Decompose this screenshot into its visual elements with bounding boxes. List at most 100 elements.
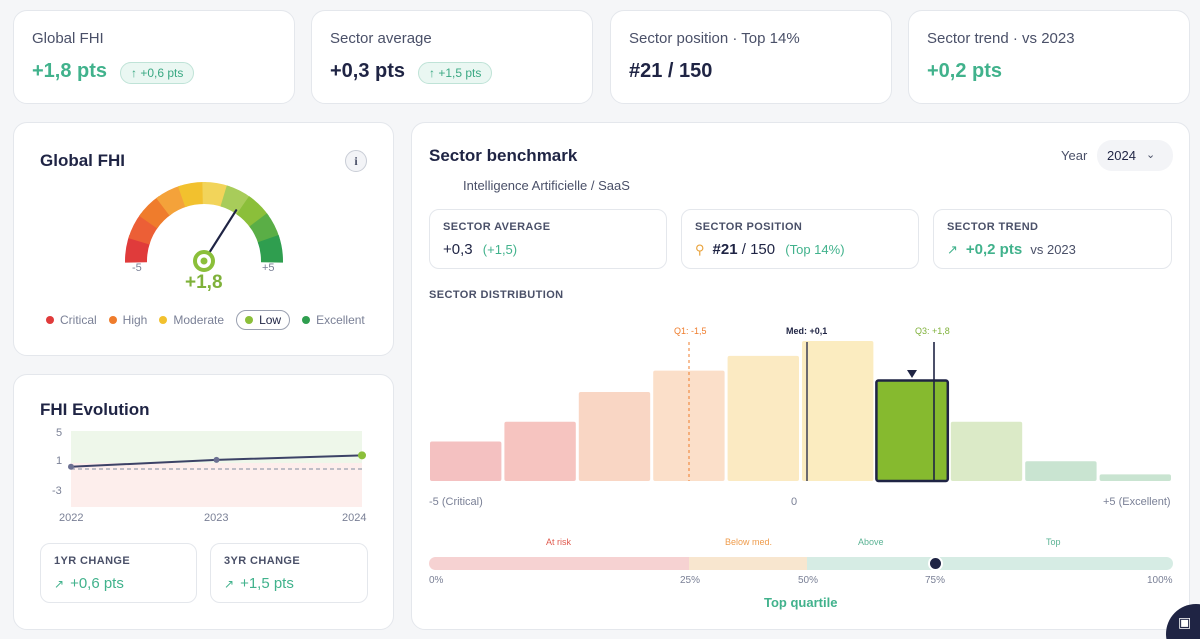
kpi-label: Sector position · Top 14% [629, 30, 800, 47]
sector-position-rank: #21 [712, 241, 738, 258]
kpi-card-sector-trend: Sector trend · vs 2023 +0,2 pts [908, 10, 1190, 104]
pct-label-100: 100% [1147, 575, 1173, 586]
track-above [807, 557, 1173, 570]
gauge-max-label: +5 [262, 262, 275, 274]
position-marker-icon [907, 370, 917, 378]
change-1yr-value: ↗ +0,6 pts [54, 575, 124, 592]
distribution-chart: Q1: -1,5 Med: +0,1 Q3: +1,8 [430, 326, 1171, 483]
year-label: Year [1061, 148, 1088, 163]
legend-label: Excellent [316, 313, 365, 327]
y-tick-1: 1 [56, 455, 63, 467]
legend-dot [245, 316, 254, 324]
gauge-segment [156, 185, 188, 216]
gauge-legend: Critical High Moderate Low Excellent [46, 310, 377, 330]
distribution-bars [430, 341, 1171, 483]
x-tick-2023: 2023 [204, 512, 229, 524]
trend-up-icon: ↗ [224, 577, 235, 591]
axis-right-label: +5 (Excellent) [1103, 496, 1171, 508]
year-select[interactable]: 2024 ⌄ [1097, 140, 1173, 171]
change-3yr-card: 3YR CHANGE ↗ +1,5 pts [210, 543, 368, 603]
zone-label-at-risk: At risk [546, 537, 572, 547]
sector-position-card: SECTOR POSITION ⚲ #21 / 150 (Top 14%) [681, 209, 919, 269]
series-point [68, 463, 74, 470]
sector-average-delta: (+1,5) [482, 242, 518, 257]
legend-dot [302, 316, 311, 324]
distribution-bar [950, 421, 1023, 481]
gauge-min-label: -5 [132, 262, 142, 274]
zone-label-above: Above [858, 537, 884, 547]
q3-label: Q3: +1,8 [915, 326, 950, 336]
quartile-text: Top quartile [764, 595, 838, 610]
sector-benchmark-card: Sector benchmark Intelligence Artificiel… [411, 122, 1190, 630]
legend-dot [108, 316, 117, 324]
axis-left-label: -5 (Critical) [429, 496, 483, 508]
y-tick-5: 5 [56, 427, 63, 439]
series-point [358, 451, 366, 460]
pct-label-75: 75% [925, 575, 946, 586]
fhi-evolution-card: FHI Evolution 5 1 -3 2022 2023 2024 1YR … [13, 374, 394, 630]
x-tick-2022: 2022 [59, 512, 84, 524]
gauge-segment [249, 213, 280, 245]
sector-trend-card: SECTOR TREND ↗ +0,2 pts vs 2023 [933, 209, 1172, 269]
evolution-title: FHI Evolution [40, 400, 150, 419]
change-1yr-text: +0,6 pts [70, 575, 124, 592]
distribution-bar [1025, 461, 1097, 481]
legend-item-low[interactable]: Low [236, 310, 291, 330]
zone-label-below-median: Below med. [725, 537, 773, 547]
distribution-bar [727, 355, 799, 481]
y-tick-minus3: -3 [52, 485, 62, 497]
distribution-bar [430, 441, 502, 481]
kpi-value: #21 / 150 [629, 60, 713, 82]
gauge-value: +1,8 [185, 272, 223, 293]
sector-position-top: (Top 14%) [785, 242, 845, 257]
benchmark-subtitle: Intelligence Artificielle / SaaS [463, 178, 630, 193]
legend-label: Critical [60, 313, 97, 327]
sector-position-value-row: ⚲ #21 / 150 (Top 14%) [695, 241, 845, 258]
median-label: Med: +0,1 [786, 326, 827, 336]
gauge-segment [178, 182, 206, 208]
bad-zone [71, 463, 362, 507]
percentile-track [429, 557, 1173, 570]
kpi-delta-badge: ↑ +0,6 pts [120, 62, 195, 84]
gauge-title: Global FHI [40, 151, 125, 170]
change-3yr-text: +1,5 pts [240, 575, 294, 592]
q1-label: Q1: -1,5 [674, 326, 707, 336]
zone-label-top: Top [1046, 537, 1061, 547]
kpi-value: +0,2 pts [927, 60, 1003, 82]
gauge-segment [257, 235, 283, 263]
kpi-delta-badge: ↑ +1,5 pts [418, 62, 493, 84]
benchmark-title: Sector benchmark [429, 146, 578, 165]
global-fhi-gauge-card: Global FHI i -5 +5 +1,8 Critical High Mo… [13, 122, 394, 356]
sector-trend-label: SECTOR TREND [947, 221, 1039, 233]
percentile-marker[interactable] [928, 556, 943, 571]
sector-trend-vs: vs 2023 [1030, 242, 1076, 257]
sector-average-value: +0,3 [443, 241, 473, 258]
kpi-label: Global FHI [32, 30, 104, 47]
distribution-bar [653, 370, 725, 481]
sector-trend-value-row: ↗ +0,2 pts vs 2023 [947, 241, 1076, 258]
kpi-delta-text: +1,5 pts [438, 66, 482, 80]
legend-dot [46, 316, 54, 324]
medal-icon: ⚲ [695, 242, 705, 257]
legend-dot [159, 316, 168, 324]
evolution-marks [68, 451, 366, 470]
pct-label-0: 0% [429, 575, 444, 586]
distribution-bar [504, 421, 576, 481]
sector-average-label: SECTOR AVERAGE [443, 221, 551, 233]
pct-label-50: 50% [798, 575, 819, 586]
legend-item-excellent: Excellent [302, 310, 365, 330]
gauge-arcs [125, 182, 283, 263]
trend-up-icon: ↗ [54, 577, 65, 591]
kpi-card-global-fhi: Global FHI +1,8 pts ↑ +0,6 pts [13, 10, 295, 104]
kpi-card-sector-average: Sector average +0,3 pts ↑ +1,5 pts [311, 10, 593, 104]
legend-label: Low [259, 313, 282, 327]
kpi-delta-text: +0,6 pts [140, 66, 184, 80]
info-icon[interactable]: i [345, 150, 367, 172]
sector-position-total: / 150 [741, 241, 776, 258]
legend-item-critical: Critical [46, 310, 97, 330]
change-3yr-value: ↗ +1,5 pts [224, 575, 294, 592]
distribution-bar [875, 379, 950, 483]
change-1yr-label: 1YR CHANGE [54, 555, 131, 567]
legend-item-high: High [108, 310, 147, 330]
kpi-label: Sector average [330, 30, 432, 47]
